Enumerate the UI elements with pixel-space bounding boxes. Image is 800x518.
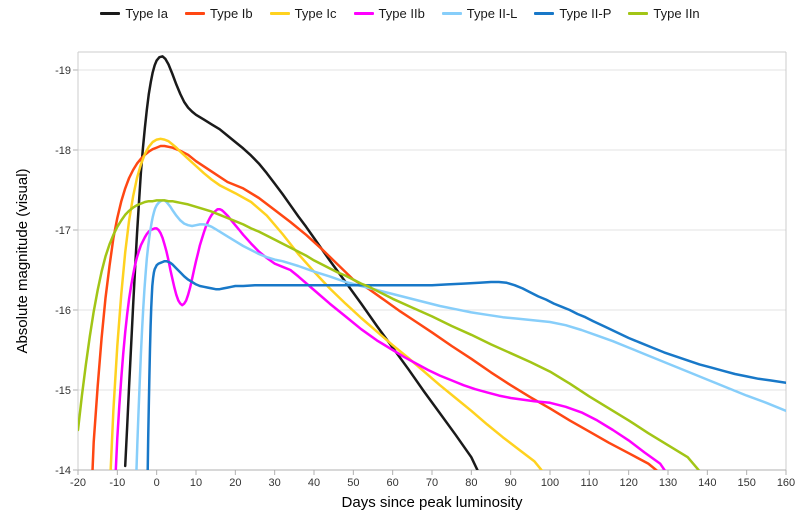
legend-swatch-type-ib <box>184 12 205 15</box>
x-tick-label: 60 <box>387 477 399 489</box>
series-line-type-iin <box>78 199 701 470</box>
x-tick-label: -20 <box>70 477 86 489</box>
series-line-type-ii-l <box>135 199 786 470</box>
series-group <box>78 55 786 470</box>
legend-item-type-iib: Type IIb <box>353 6 425 21</box>
x-tick-label: 50 <box>347 477 359 489</box>
legend-item-type-ii-l: Type II-L <box>441 6 518 21</box>
x-tick-label: 40 <box>308 477 320 489</box>
x-tick-label: 80 <box>465 477 477 489</box>
y-tick-label: -16 <box>55 305 71 317</box>
x-tick-label: 130 <box>659 477 677 489</box>
x-tick-label: 90 <box>505 477 517 489</box>
x-tick-label: 110 <box>581 477 599 489</box>
x-tick-label: 70 <box>426 477 438 489</box>
legend-label-type-ib: Type Ib <box>209 6 253 21</box>
legend-item-type-ic: Type Ic <box>269 6 337 21</box>
y-tick-label: -14 <box>55 465 71 477</box>
series-line-type-iib <box>114 207 667 470</box>
legend-swatch-type-ic <box>269 12 290 15</box>
y-tick-label: -17 <box>55 225 71 237</box>
y-tick-label: -19 <box>55 65 71 77</box>
x-tick-label: 20 <box>229 477 241 489</box>
legend-label-type-ii-p: Type II-P <box>559 6 612 21</box>
x-tick-label: 10 <box>190 477 202 489</box>
x-tick-label: 100 <box>541 477 559 489</box>
legend-swatch-type-ia <box>100 12 121 15</box>
x-axis-title: Days since peak luminosity <box>342 494 523 511</box>
legend-swatch-type-ii-p <box>534 12 555 15</box>
series-line-type-ib <box>91 144 659 470</box>
x-tick-label: 160 <box>777 477 795 489</box>
legend-label-type-ic: Type Ic <box>294 6 337 21</box>
x-tick-label: 140 <box>698 477 716 489</box>
x-tick-label: -10 <box>109 477 125 489</box>
legend-swatch-type-iin <box>628 12 649 15</box>
legend-item-type-iin: Type IIn <box>628 6 700 21</box>
legend-label-type-iin: Type IIn <box>653 6 700 21</box>
legend-item-type-ii-p: Type II-P <box>534 7 611 20</box>
x-tick-label: 0 <box>154 477 160 489</box>
legend-swatch-type-iib <box>353 12 374 15</box>
y-tick-label: -18 <box>55 145 71 157</box>
legend-swatch-type-ii-l <box>441 12 462 15</box>
legend-item-type-ib: Type Ib <box>184 6 253 21</box>
x-tick-label: 120 <box>619 477 637 489</box>
y-axis-title: Absolute magnitude (visual) <box>14 168 31 353</box>
x-tick-label: 150 <box>737 477 755 489</box>
y-tick-label: -15 <box>55 385 71 397</box>
legend: Type Ia Type Ib Type Ic Type IIb Type II-L Ty… <box>0 7 800 20</box>
series-line-type-ii-p <box>146 259 786 470</box>
legend-label-type-ii-l: Type II-L <box>466 6 518 21</box>
legend-label-type-iib: Type IIb <box>378 6 425 21</box>
legend-label-type-ia: Type Ia <box>125 6 168 21</box>
x-tick-label: 30 <box>269 477 281 489</box>
series-line-type-ic <box>109 137 544 470</box>
legend-item-type-ia: Type Ia <box>100 7 168 20</box>
